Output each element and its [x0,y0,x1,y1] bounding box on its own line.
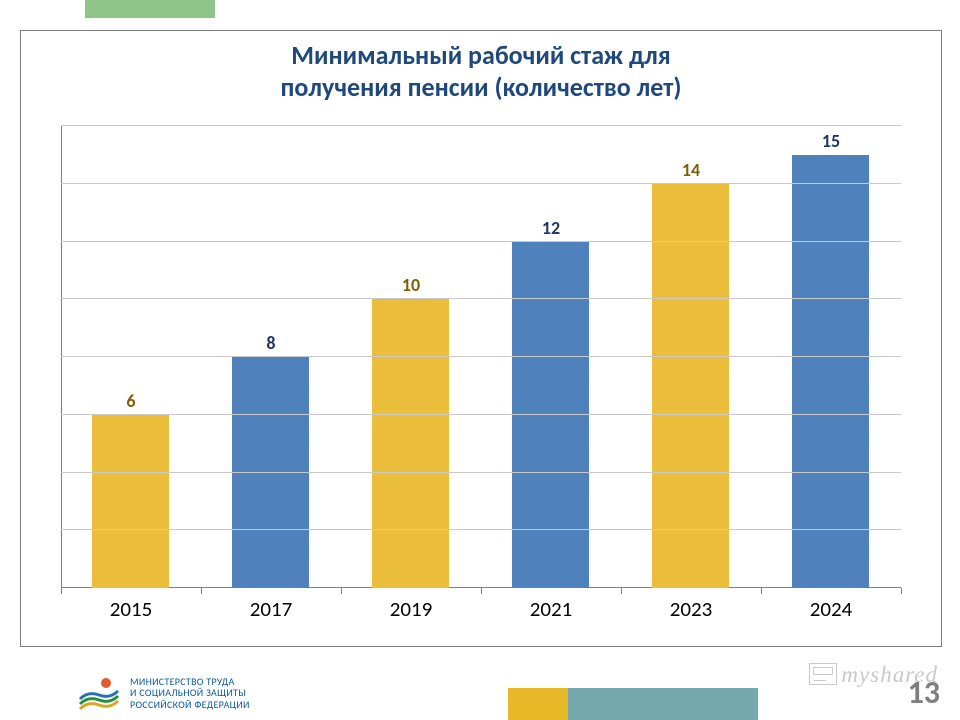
bar-slot: 102019 [341,126,481,588]
bar [512,242,589,589]
data-label: 6 [61,390,201,412]
footer-teal-block [568,688,758,720]
x-tick [901,588,902,594]
bar [232,357,309,588]
gridline [61,183,901,184]
data-label: 10 [341,274,481,296]
bar-slot: 82017 [201,126,341,588]
watermark-icon [809,663,837,685]
data-label: 12 [481,217,621,239]
footer: МИНИСТЕРСТВО ТРУДА И СОЦИАЛЬНОЙ ЗАЩИТЫ Р… [0,650,960,720]
data-label: 8 [201,332,341,354]
gridline [61,472,901,473]
gridline [61,529,901,530]
bar-slot: 152024 [761,126,901,588]
chart-title: Минимальный рабочий стаж дляполучения пе… [21,39,941,103]
green-tab-decor [85,0,215,18]
bar-slot: 62015 [61,126,201,588]
x-tick [621,588,622,594]
data-label: 15 [761,130,901,152]
x-tick [341,588,342,594]
x-label: 2017 [201,588,341,622]
x-label: 2021 [481,588,621,622]
chart-container: Минимальный рабочий стаж дляполучения пе… [20,30,942,647]
footer-yellow-block [508,688,568,720]
gridline [61,125,901,126]
x-tick [61,588,62,594]
x-tick [201,588,202,594]
bar [372,299,449,588]
x-label: 2015 [61,588,201,622]
x-label: 2019 [341,588,481,622]
gridline [61,241,901,242]
bar [92,415,169,588]
ministry-logo-icon [78,672,120,714]
bar [652,184,729,588]
x-label: 2023 [621,588,761,622]
bar-slot: 122021 [481,126,621,588]
x-tick [481,588,482,594]
bar [792,155,869,588]
bar-slot: 142023 [621,126,761,588]
gridline [61,414,901,415]
gridline [61,298,901,299]
data-label: 14 [621,159,761,181]
plot-area: 6201582017102019122021142023152024 [61,126,901,588]
page-number: 13 [908,673,940,712]
x-label: 2024 [761,588,901,622]
ministry-logo-text: МИНИСТЕРСТВО ТРУДА И СОЦИАЛЬНОЙ ЗАЩИТЫ Р… [130,676,250,710]
x-tick [761,588,762,594]
ministry-logo: МИНИСТЕРСТВО ТРУДА И СОЦИАЛЬНОЙ ЗАЩИТЫ Р… [78,672,250,714]
bars-layer: 6201582017102019122021142023152024 [61,126,901,588]
gridline [61,356,901,357]
